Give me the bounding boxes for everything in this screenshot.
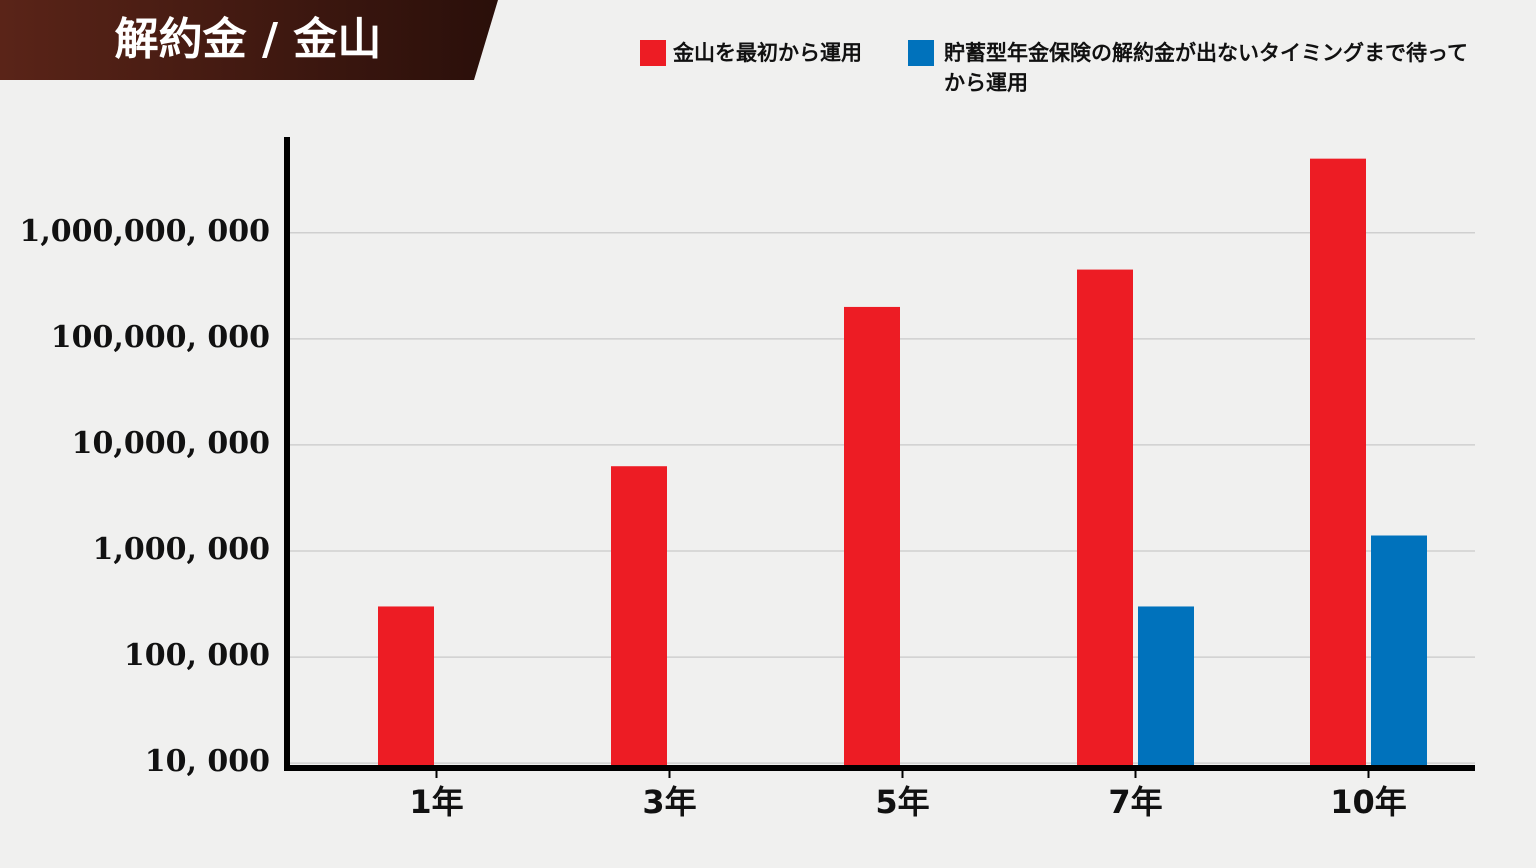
chart-title: 解約金 / 金山 bbox=[115, 14, 382, 65]
y-tick-label: 10,000, 000 bbox=[72, 426, 270, 461]
legend-label: 貯蓄型年金保険の解約金が出ないタイミングまで待ってから運用 bbox=[944, 41, 1468, 95]
x-tick-label: 1年 bbox=[409, 783, 463, 821]
y-tick-label: 1,000,000, 000 bbox=[19, 214, 270, 249]
bar bbox=[1138, 606, 1194, 768]
y-tick-label: 1,000, 000 bbox=[93, 532, 270, 567]
y-tick-label: 100, 000 bbox=[124, 638, 270, 673]
x-tick-label: 10年 bbox=[1330, 783, 1407, 821]
bar bbox=[844, 306, 900, 768]
title-banner bbox=[0, 0, 498, 80]
y-tick-label: 10, 000 bbox=[145, 744, 270, 779]
bar bbox=[611, 466, 667, 768]
legend-label: 金山を最初から運用 bbox=[673, 41, 862, 65]
x-tick-label: 3年 bbox=[642, 783, 696, 821]
legend-swatch bbox=[908, 40, 934, 66]
x-tick-label: 5年 bbox=[875, 783, 929, 821]
bar bbox=[1371, 535, 1427, 768]
bar bbox=[378, 606, 434, 768]
legend-swatch bbox=[640, 40, 666, 66]
bar bbox=[1077, 269, 1133, 768]
y-tick-label: 100,000, 000 bbox=[51, 320, 270, 355]
bar bbox=[1310, 158, 1366, 769]
x-tick-label: 7年 bbox=[1108, 783, 1162, 821]
